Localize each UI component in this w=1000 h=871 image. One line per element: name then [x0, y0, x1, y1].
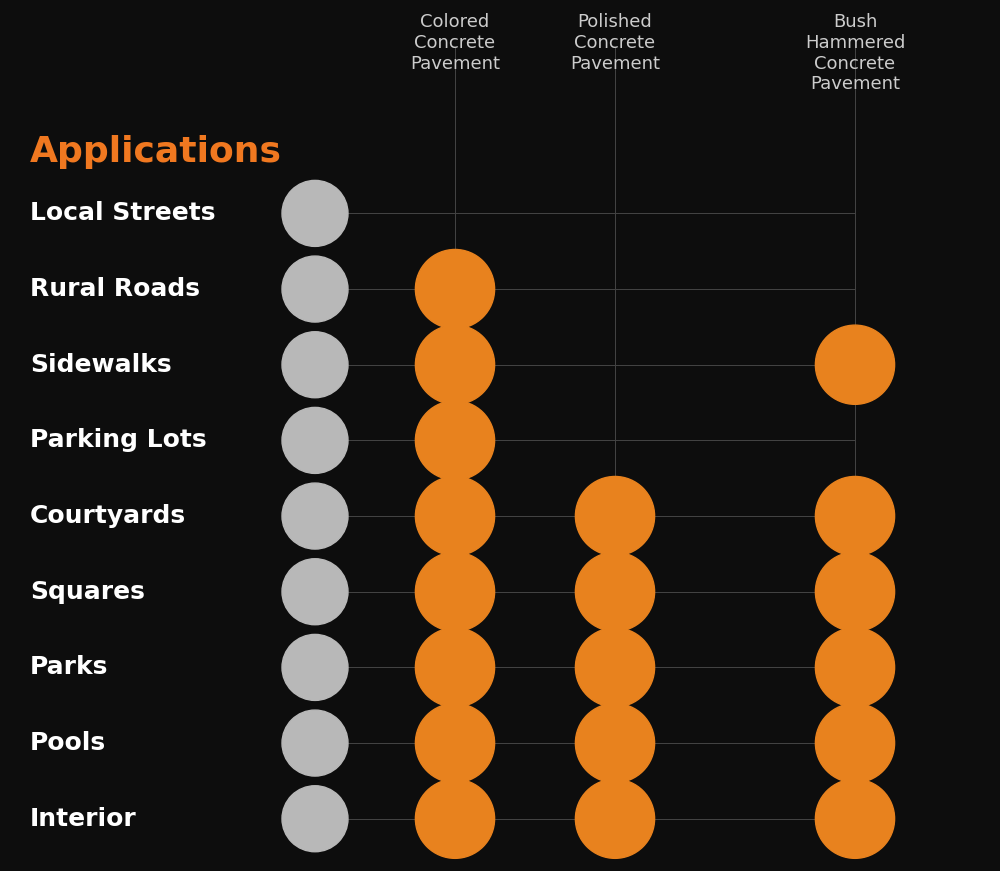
- Text: Local Streets: Local Streets: [30, 201, 216, 226]
- Text: Parks: Parks: [30, 655, 108, 679]
- Ellipse shape: [282, 634, 348, 700]
- Ellipse shape: [415, 249, 495, 328]
- Ellipse shape: [282, 483, 348, 549]
- Ellipse shape: [575, 780, 655, 858]
- Ellipse shape: [415, 552, 495, 631]
- Ellipse shape: [415, 704, 495, 783]
- Ellipse shape: [282, 180, 348, 246]
- Text: Applications: Applications: [30, 135, 282, 169]
- Ellipse shape: [415, 325, 495, 404]
- Ellipse shape: [282, 558, 348, 625]
- Ellipse shape: [815, 552, 895, 631]
- Ellipse shape: [575, 704, 655, 783]
- Ellipse shape: [575, 628, 655, 707]
- Ellipse shape: [282, 786, 348, 852]
- Ellipse shape: [815, 780, 895, 858]
- Ellipse shape: [282, 256, 348, 322]
- Ellipse shape: [815, 476, 895, 556]
- Ellipse shape: [815, 325, 895, 404]
- Text: Rural Roads: Rural Roads: [30, 277, 200, 301]
- Ellipse shape: [415, 401, 495, 480]
- Text: Polished
Concrete
Pavement: Polished Concrete Pavement: [570, 13, 660, 72]
- Text: Colored
Concrete
Pavement: Colored Concrete Pavement: [410, 13, 500, 72]
- Text: Squares: Squares: [30, 580, 145, 604]
- Ellipse shape: [282, 408, 348, 474]
- Ellipse shape: [282, 332, 348, 398]
- Ellipse shape: [282, 710, 348, 776]
- Ellipse shape: [415, 628, 495, 707]
- Ellipse shape: [415, 780, 495, 858]
- Text: Pools: Pools: [30, 731, 106, 755]
- Ellipse shape: [575, 476, 655, 556]
- Ellipse shape: [815, 628, 895, 707]
- Text: Interior: Interior: [30, 807, 137, 831]
- Text: Parking Lots: Parking Lots: [30, 429, 207, 452]
- Text: Courtyards: Courtyards: [30, 504, 186, 528]
- Text: Sidewalks: Sidewalks: [30, 353, 172, 377]
- Ellipse shape: [815, 704, 895, 783]
- Ellipse shape: [575, 552, 655, 631]
- Text: Bush
Hammered
Concrete
Pavement: Bush Hammered Concrete Pavement: [805, 13, 905, 93]
- Ellipse shape: [415, 476, 495, 556]
